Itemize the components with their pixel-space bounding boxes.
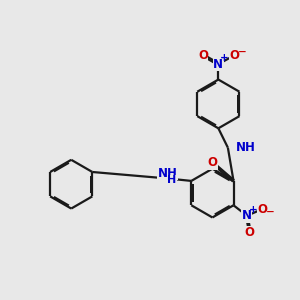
- Text: N: N: [242, 209, 252, 222]
- Text: −: −: [238, 46, 247, 57]
- Text: NH: NH: [158, 167, 178, 180]
- Text: +: +: [248, 205, 257, 215]
- Text: O: O: [198, 49, 208, 62]
- Text: +: +: [220, 52, 229, 63]
- Text: H: H: [167, 175, 177, 185]
- Text: −: −: [266, 206, 275, 217]
- Text: O: O: [230, 49, 240, 62]
- Text: N: N: [213, 58, 224, 70]
- Text: O: O: [257, 202, 267, 216]
- Text: NH: NH: [236, 140, 256, 154]
- Text: O: O: [207, 156, 217, 169]
- Text: O: O: [245, 226, 255, 239]
